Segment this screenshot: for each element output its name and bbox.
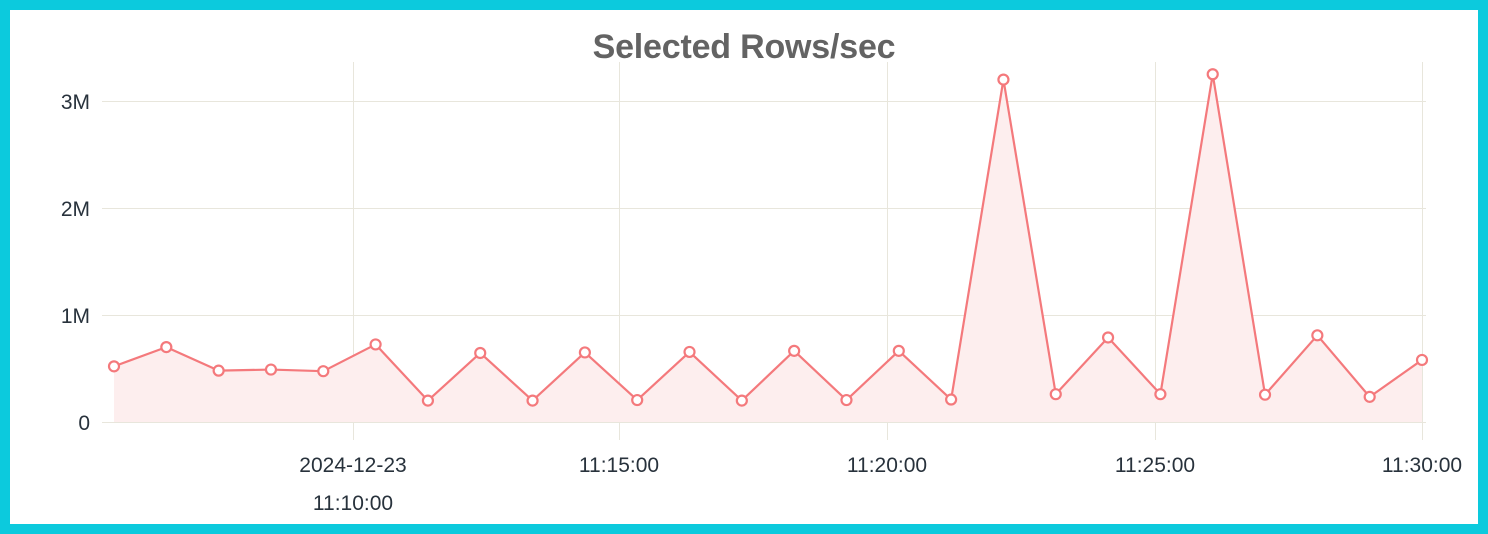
data-point-marker[interactable]	[735, 394, 748, 407]
page-title: Selected Rows/sec	[592, 28, 896, 66]
y-axis-tick-label: 3M	[61, 91, 90, 114]
y-axis-tick-label: 0	[78, 412, 90, 435]
data-point-marker[interactable]	[474, 346, 487, 360]
data-point-marker[interactable]	[1311, 329, 1324, 342]
data-point-marker[interactable]	[1154, 388, 1167, 401]
data-point-marker[interactable]	[317, 365, 330, 378]
data-point-marker[interactable]	[631, 393, 644, 407]
x-axis-tick-label: 2024-12-23	[299, 454, 406, 477]
data-point-marker[interactable]	[160, 341, 173, 354]
data-point-marker[interactable]	[264, 363, 278, 376]
x-axis-tick-label: 11:30:00	[1382, 454, 1462, 477]
data-point-marker[interactable]	[1206, 68, 1219, 81]
x-axis-tick-label: 11:20:00	[847, 454, 927, 477]
data-point-marker[interactable]	[526, 394, 539, 407]
series-markers	[107, 68, 1429, 407]
data-point-marker[interactable]	[1415, 353, 1429, 367]
x-axis-tick-label: 11:25:00	[1115, 454, 1195, 477]
x-axis-tick-label: 11:15:00	[579, 454, 659, 477]
data-point-marker[interactable]	[892, 344, 905, 357]
data-point-marker[interactable]	[107, 360, 121, 373]
data-point-marker[interactable]	[997, 73, 1010, 86]
data-point-marker[interactable]	[1049, 388, 1062, 401]
data-point-marker[interactable]	[421, 394, 435, 407]
data-point-marker[interactable]	[1101, 331, 1115, 344]
y-axis-tick-label: 1M	[61, 305, 90, 328]
data-point-marker[interactable]	[840, 393, 853, 407]
data-point-marker[interactable]	[212, 364, 225, 377]
y-axis-tick-label: 2M	[61, 198, 90, 221]
data-point-marker[interactable]	[945, 393, 958, 406]
data-point-marker[interactable]	[578, 346, 591, 359]
gridlines	[102, 62, 1426, 440]
series-line	[112, 73, 1424, 402]
x-axis-tick-label: 11:10:00	[313, 492, 393, 515]
y-axis-tick-labels: 0 1M 2M 3M	[61, 91, 90, 435]
data-point-marker[interactable]	[1258, 388, 1272, 401]
data-point-marker[interactable]	[369, 338, 382, 351]
x-axis-tick-labels: 2024-12-23 11:10:00 11:15:00 11:20:00 11:25:…	[299, 454, 1462, 515]
series-area-fill	[114, 74, 1422, 422]
data-point-marker[interactable]	[1363, 390, 1376, 403]
data-point-marker[interactable]	[683, 345, 696, 359]
data-point-marker[interactable]	[788, 344, 801, 357]
